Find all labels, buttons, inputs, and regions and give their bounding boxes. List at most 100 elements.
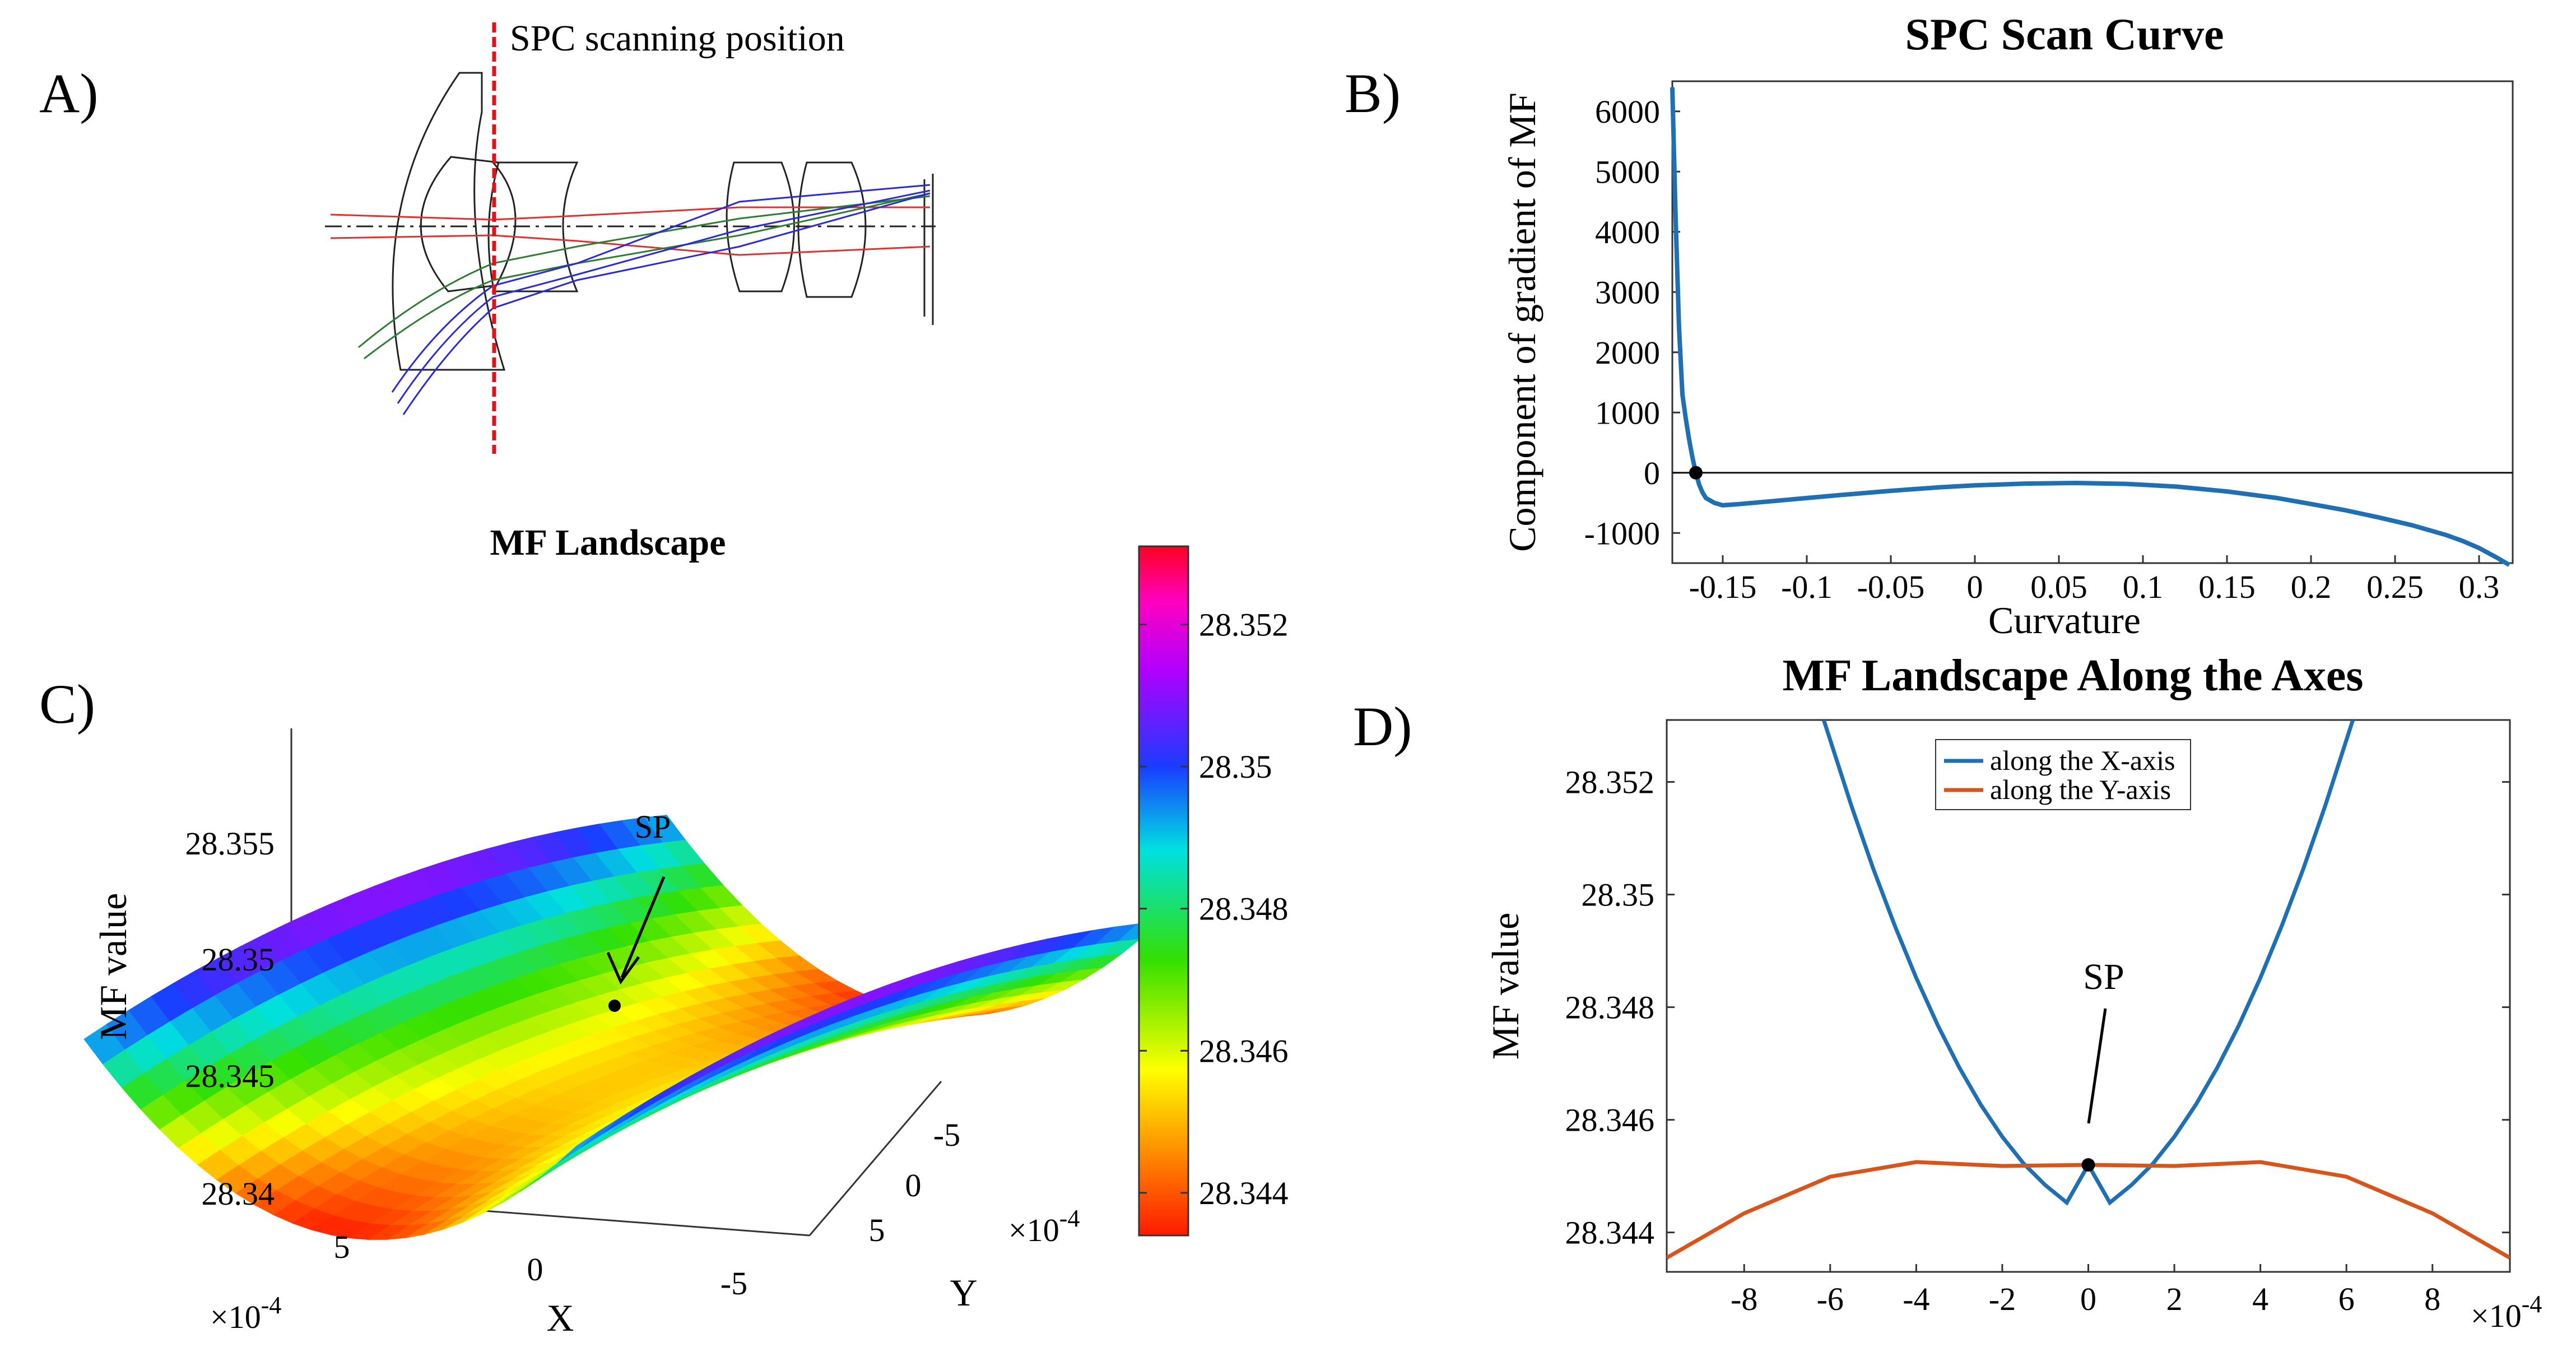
chart-c-z-label: MF value — [92, 893, 134, 1040]
chart-c-sp-arrowhead — [606, 951, 640, 984]
chart-b-title: SPC Scan Curve — [1905, 10, 2224, 59]
chart-d-x-tick-label: 0 — [2080, 1281, 2096, 1317]
chart-c-title: MF Landscape — [490, 522, 726, 563]
panel-c: C) MF Landscape 28.355 28.35 28.345 28.3… — [39, 522, 1289, 1339]
colorbar-tick-label: 28.344 — [1199, 1175, 1289, 1211]
chart-c-z-tick: 28.345 — [185, 1058, 275, 1094]
chart-b-x-tick-label: 0 — [1967, 569, 1983, 605]
chart-c-x-ticks: 5 0 -5 — [334, 1229, 748, 1302]
chart-d-x-tick-label: 2 — [2166, 1281, 2183, 1317]
ray-red-1 — [330, 206, 930, 221]
chart-b-x-tick-label: 0.1 — [2123, 569, 2164, 605]
colorbar-tick-label: 28.346 — [1199, 1033, 1289, 1069]
chart-c-x-multiplier-base: ×10 — [210, 1299, 261, 1335]
legend-label-x-axis: along the X-axis — [1990, 745, 2175, 776]
chart-b-plot-area — [1671, 80, 2514, 564]
chart-b-series-line — [1670, 87, 2511, 567]
chart-b-x-tick-label: -0.1 — [1781, 569, 1833, 605]
lens-element-5 — [797, 161, 867, 298]
colorbar-tick-label: 28.352 — [1199, 606, 1289, 643]
chart-d-x-ticks: -8 -6 -4 -2 0 2 4 6 8 — [1731, 1264, 2440, 1317]
chart-c-sp-label: SP — [635, 809, 671, 845]
chart-b-y-tick-label: 3000 — [1595, 274, 1660, 310]
chart-c-y-tick: 5 — [869, 1212, 885, 1248]
chart-c-colorbar: 28.352 28.35 28.348 28.346 28.344 — [1138, 545, 1289, 1237]
chart-b-x-tick-label: 0.25 — [2366, 569, 2424, 605]
ray-blue-2 — [397, 189, 931, 404]
chart-c-x-label: X — [546, 1297, 574, 1339]
panel-c-label: C) — [39, 673, 95, 735]
chart-d-legend-box — [1935, 739, 2191, 810]
chart-c-x-multiplier-exponent: -4 — [261, 1291, 282, 1319]
chart-b-y-tick-label: 2000 — [1595, 334, 1660, 371]
chart-c-x-tick: -5 — [720, 1265, 747, 1302]
chart-b-x-ticks: -0.15 -0.1 -0.05 0 0.05 0.1 0.15 0.2 0.25 0.3 — [1689, 555, 2500, 605]
chart-b-x-tick-label: 0.05 — [2030, 569, 2087, 605]
chart-d-x-tick-label: -6 — [1817, 1281, 1844, 1317]
chart-d-y-tick-label: 28.346 — [1565, 1102, 1655, 1139]
chart-d-sp-pointer — [2087, 1008, 2107, 1124]
chart-b-highlight-point — [1689, 466, 1703, 480]
colorbar-ticks: 28.352 28.35 28.348 28.346 28.344 — [1139, 606, 1289, 1211]
panel-b: B) SPC Scan Curve -0.15 -0.1 -0.05 0 0.05 0.1… — [1345, 10, 2514, 642]
chart-b-x-tick-label: 0.2 — [2291, 569, 2332, 605]
scan-position-label: SPC scanning position — [510, 18, 845, 59]
chart-d-y-label: MF value — [1484, 913, 1527, 1060]
chart-c-y-label: Y — [950, 1271, 977, 1314]
chart-b-x-tick-label: -0.15 — [1689, 569, 1757, 605]
chart-b-x-tick-label: 0.3 — [2459, 569, 2500, 605]
chart-c-y-multiplier-exponent: -4 — [1059, 1205, 1080, 1232]
chart-c-z-tick: 28.34 — [202, 1175, 275, 1212]
panel-a: A) SPC scanning position — [39, 18, 936, 454]
chart-d-x-multiplier: ×10-4 — [2471, 1290, 2542, 1334]
chart-c-y-multiplier-base: ×10 — [1008, 1212, 1059, 1248]
chart-d-y-tick-label: 28.344 — [1565, 1215, 1655, 1251]
chart-b-y-tick-label: 0 — [1644, 455, 1660, 491]
chart-d-x-tick-label: 6 — [2338, 1281, 2355, 1317]
chart-b-x-tick-label: 0.15 — [2198, 569, 2256, 605]
chart-d-y-tick-label: 28.352 — [1565, 764, 1655, 801]
chart-d-y-tick-label: 28.35 — [1582, 877, 1655, 913]
chart-c-x-tick: 0 — [527, 1251, 543, 1288]
chart-c-z-tick: 28.35 — [202, 941, 275, 978]
chart-c-saddle-point — [608, 1000, 621, 1012]
colorbar-gradient — [1138, 545, 1189, 1237]
chart-d-x-multiplier-exponent: -4 — [2522, 1290, 2542, 1318]
chart-d-legend: along the X-axis along the Y-axis — [1935, 739, 2191, 810]
panel-d: D) MF Landscape Along the Axes -8 -6 -4 -2 0… — [1353, 651, 2542, 1334]
panel-b-label: B) — [1345, 62, 1401, 124]
chart-c-sp-arrow — [620, 876, 666, 978]
panel-a-label: A) — [39, 62, 99, 124]
lens-diagram — [325, 72, 936, 371]
chart-d-series-y-axis — [1667, 1160, 2510, 1260]
colorbar-tick-label: 28.348 — [1199, 891, 1289, 927]
chart-c-z-tick: 28.355 — [185, 825, 275, 862]
chart-b-y-tick-label: 5000 — [1595, 154, 1660, 190]
chart-d-title: MF Landscape Along the Axes — [1782, 651, 2363, 700]
chart-c-y-tick: 0 — [905, 1167, 922, 1204]
ray-green-2 — [364, 192, 931, 360]
chart-c-y-multiplier: ×10-4 — [1008, 1205, 1080, 1248]
chart-c-z-ticks: 28.355 28.35 28.345 28.34 — [185, 825, 275, 1212]
chart-b-y-tick-label: 4000 — [1595, 214, 1660, 250]
lens-element-1 — [392, 72, 506, 371]
chart-b-y-label: Component of gradient of MF — [1501, 92, 1543, 552]
chart-b-x-tick-label: -0.05 — [1857, 569, 1925, 605]
chart-c-y-axis — [808, 1081, 942, 1236]
chart-d-x-tick-label: 8 — [2424, 1281, 2440, 1317]
chart-d-x-multiplier-base: ×10 — [2471, 1298, 2522, 1334]
chart-d-y-ticks: 28.344 28.346 28.348 28.35 28.352 — [1565, 764, 2510, 1251]
image-plane — [923, 174, 934, 325]
chart-d-x-tick-label: -8 — [1731, 1281, 1757, 1317]
chart-d-y-tick-label: 28.348 — [1565, 989, 1655, 1026]
chart-b-y-tick-label: -1000 — [1584, 515, 1660, 551]
panel-d-label: D) — [1353, 695, 1412, 758]
chart-b-y-tick-label: 6000 — [1595, 94, 1660, 130]
chart-b-y-tick-label: 1000 — [1595, 394, 1660, 431]
ray-red-2 — [330, 234, 931, 256]
chart-c-x-tick: 5 — [334, 1229, 350, 1265]
lens-element-2 — [420, 156, 500, 292]
chart-d-saddle-point — [2081, 1158, 2095, 1172]
chart-c-x-multiplier: ×10-4 — [210, 1291, 281, 1335]
